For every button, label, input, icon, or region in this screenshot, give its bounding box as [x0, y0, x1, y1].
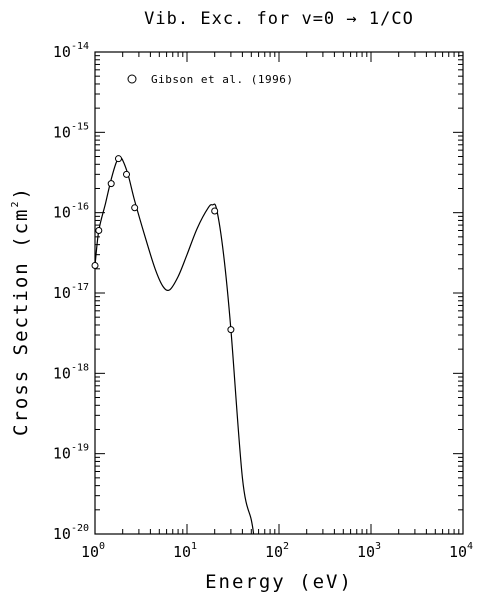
legend-marker-icon [127, 74, 137, 84]
data-point [114, 155, 122, 163]
y-tick-label: 10-15 [53, 121, 89, 141]
y-tick-label: 10-16 [53, 202, 89, 222]
data-point [123, 170, 131, 178]
y-tick-labels: 10-20 10-19 10-18 10-17 10-16 10-15 10-14 [53, 41, 89, 543]
y-tick-label: 10-17 [53, 282, 89, 302]
x-tick-label: 100 [81, 541, 105, 561]
x-tick-label: 102 [265, 541, 289, 561]
y-tick-label: 10-20 [53, 523, 89, 543]
x-axis-label: Energy (eV) [205, 571, 353, 593]
y-axis-label: Cross Section (cm2) [10, 186, 32, 436]
x-tick-label: 103 [357, 541, 381, 561]
data-point [131, 204, 139, 212]
chart-title: Vib. Exc. for v=0 → 1/CO [144, 9, 414, 29]
x-tick-label: 104 [449, 541, 473, 561]
fit-curve-path [94, 157, 255, 535]
data-markers [91, 155, 235, 334]
fit-curve [94, 157, 255, 535]
x-tick-labels: 100 101 102 103 104 [81, 541, 473, 561]
data-point [95, 226, 103, 234]
x-tick-label: 101 [173, 541, 197, 561]
legend: Gibson et al. (1996) [127, 73, 293, 86]
y-tick-label: 10-19 [53, 443, 89, 463]
data-point [91, 261, 99, 269]
data-point [107, 180, 115, 188]
y-tick-label: 10-14 [53, 41, 89, 61]
y-tick-label: 10-18 [53, 362, 89, 382]
plot-frame [94, 51, 464, 535]
axis-ticks [95, 52, 463, 534]
legend-entry: Gibson et al. (1996) [151, 73, 293, 86]
data-point [227, 326, 235, 334]
data-point [211, 207, 219, 215]
